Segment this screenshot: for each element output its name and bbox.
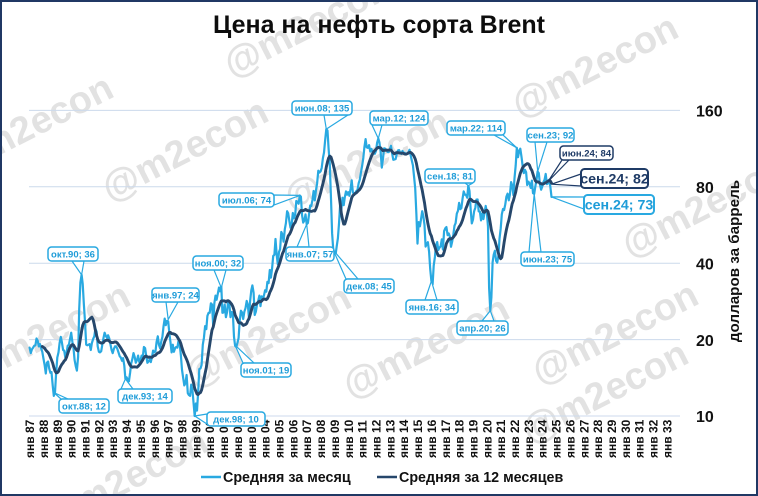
svg-text:янв 97: янв 97 [162, 419, 176, 458]
svg-text:янв 94: янв 94 [120, 419, 134, 458]
svg-text:янв.07; 57: янв.07; 57 [287, 249, 334, 260]
svg-text:160: 160 [696, 104, 723, 121]
svg-text:янв 19: янв 19 [467, 419, 481, 458]
svg-text:янв 32: янв 32 [647, 419, 661, 458]
svg-text:20: 20 [696, 333, 714, 350]
svg-text:июн.23; 75: июн.23; 75 [523, 254, 573, 265]
svg-text:сен.18; 81: сен.18; 81 [427, 171, 474, 182]
svg-text:янв 92: янв 92 [92, 419, 106, 458]
svg-text:янв 30: янв 30 [619, 419, 633, 458]
svg-text:мар.12; 124: мар.12; 124 [373, 113, 427, 124]
svg-text:янв 25: янв 25 [550, 419, 564, 458]
svg-text:янв 14: янв 14 [397, 419, 411, 458]
svg-text:янв 88: янв 88 [37, 419, 51, 458]
svg-text:40: 40 [696, 256, 714, 273]
svg-text:янв 33: янв 33 [660, 419, 674, 458]
svg-text:апр.20; 26: апр.20; 26 [459, 323, 505, 334]
svg-text:янв 95: янв 95 [134, 419, 148, 458]
svg-text:сен.23; 92: сен.23; 92 [528, 130, 574, 141]
svg-text:янв 22: янв 22 [508, 419, 522, 458]
svg-text:янв 21: янв 21 [494, 419, 508, 458]
svg-text:янв 10: янв 10 [342, 419, 356, 458]
svg-text:сен.24; 73: сен.24; 73 [585, 198, 654, 214]
svg-text:дек.93; 14: дек.93; 14 [122, 391, 168, 402]
svg-text:Средняя за месяц: Средняя за месяц [223, 470, 351, 486]
svg-text:янв 20: янв 20 [480, 419, 494, 458]
svg-text:ноя.01; 19: ноя.01; 19 [243, 365, 290, 376]
svg-text:окт.90; 36: окт.90; 36 [51, 249, 95, 260]
svg-text:ноя.00; 32: ноя.00; 32 [195, 258, 242, 269]
svg-text:окт.88; 12: окт.88; 12 [62, 401, 106, 412]
svg-text:янв 18: янв 18 [453, 419, 467, 458]
svg-text:янв.97; 24: янв.97; 24 [152, 290, 199, 301]
svg-text:янв.16; 34: янв.16; 34 [409, 302, 456, 313]
svg-text:янв 23: янв 23 [522, 419, 536, 458]
svg-text:янв 98: янв 98 [176, 419, 190, 458]
svg-text:янв 05: янв 05 [273, 419, 287, 458]
svg-text:дек.98; 10: дек.98; 10 [213, 414, 259, 425]
svg-text:янв 06: янв 06 [286, 419, 300, 458]
svg-text:янв 26: янв 26 [564, 419, 578, 458]
svg-text:янв 90: янв 90 [65, 419, 79, 458]
svg-text:янв 07: янв 07 [300, 419, 314, 458]
svg-text:июн.24; 84: июн.24; 84 [562, 148, 612, 159]
svg-text:янв 29: янв 29 [605, 419, 619, 458]
svg-text:июл.06; 74: июл.06; 74 [222, 195, 272, 206]
svg-text:янв 28: янв 28 [591, 419, 605, 458]
svg-text:мар.22; 114: мар.22; 114 [450, 123, 503, 134]
svg-text:Цена на нефть сорта Brent: Цена на нефть сорта Brent [213, 11, 546, 39]
svg-text:янв 24: янв 24 [536, 419, 550, 458]
svg-text:янв 11: янв 11 [356, 420, 370, 458]
svg-text:янв 00: янв 00 [203, 419, 217, 458]
svg-text:янв 27: янв 27 [577, 419, 591, 458]
svg-text:янв 87: янв 87 [23, 419, 37, 458]
svg-text:янв 91: янв 91 [79, 419, 93, 458]
svg-text:80: 80 [696, 180, 714, 197]
svg-text:сен.24; 82: сен.24; 82 [580, 172, 649, 188]
svg-text:янв 01: янв 01 [217, 419, 231, 458]
svg-text:янв 17: янв 17 [439, 419, 453, 458]
svg-text:Средняя за 12 месяцев: Средняя за 12 месяцев [399, 470, 563, 486]
svg-text:янв 16: янв 16 [425, 419, 439, 458]
svg-text:янв 99: янв 99 [189, 419, 203, 458]
svg-text:янв 02: янв 02 [231, 419, 245, 458]
svg-text:янв 03: янв 03 [245, 419, 259, 458]
svg-text:июн.08; 135: июн.08; 135 [295, 103, 350, 114]
svg-text:янв 04: янв 04 [259, 419, 273, 458]
svg-text:янв 08: янв 08 [314, 419, 328, 458]
svg-text:янв 93: янв 93 [106, 419, 120, 458]
svg-text:янв 15: янв 15 [411, 419, 425, 458]
svg-text:долларов за баррель: долларов за баррель [726, 180, 743, 342]
svg-text:янв 89: янв 89 [51, 419, 65, 458]
svg-text:янв 31: янв 31 [633, 419, 647, 458]
svg-text:янв 12: янв 12 [370, 419, 384, 458]
svg-text:янв 09: янв 09 [328, 419, 342, 458]
svg-text:10: 10 [696, 409, 714, 426]
svg-text:янв 96: янв 96 [148, 419, 162, 458]
svg-text:дек.08; 45: дек.08; 45 [346, 281, 392, 292]
svg-text:янв 13: янв 13 [383, 419, 397, 458]
